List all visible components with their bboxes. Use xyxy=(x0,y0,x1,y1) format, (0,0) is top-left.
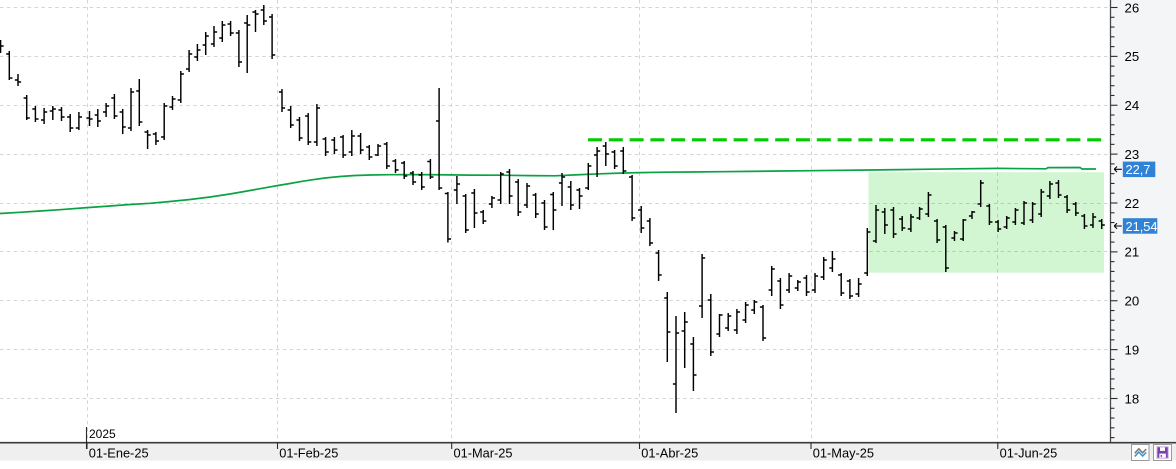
svg-text:19: 19 xyxy=(1125,342,1140,357)
svg-text:26: 26 xyxy=(1125,0,1140,15)
svg-text:23: 23 xyxy=(1125,147,1140,162)
svg-text:18: 18 xyxy=(1125,391,1140,406)
svg-text:01-Ene-25: 01-Ene-25 xyxy=(89,445,149,460)
svg-text:01-Feb-25: 01-Feb-25 xyxy=(279,445,338,460)
svg-text:24: 24 xyxy=(1125,98,1140,113)
svg-text:22: 22 xyxy=(1125,196,1140,211)
svg-text:01-Jun-25: 01-Jun-25 xyxy=(1000,445,1058,460)
svg-text:2025: 2025 xyxy=(89,427,116,441)
svg-text:01-May-25: 01-May-25 xyxy=(813,445,874,460)
svg-text:01-Abr-25: 01-Abr-25 xyxy=(641,445,698,460)
svg-text:20: 20 xyxy=(1125,294,1140,309)
svg-text:21,54: 21,54 xyxy=(1126,219,1158,234)
svg-text:01-Mar-25: 01-Mar-25 xyxy=(454,445,513,460)
svg-text:25: 25 xyxy=(1125,49,1140,64)
svg-text:22,7: 22,7 xyxy=(1126,162,1151,177)
svg-text:21: 21 xyxy=(1125,245,1140,260)
